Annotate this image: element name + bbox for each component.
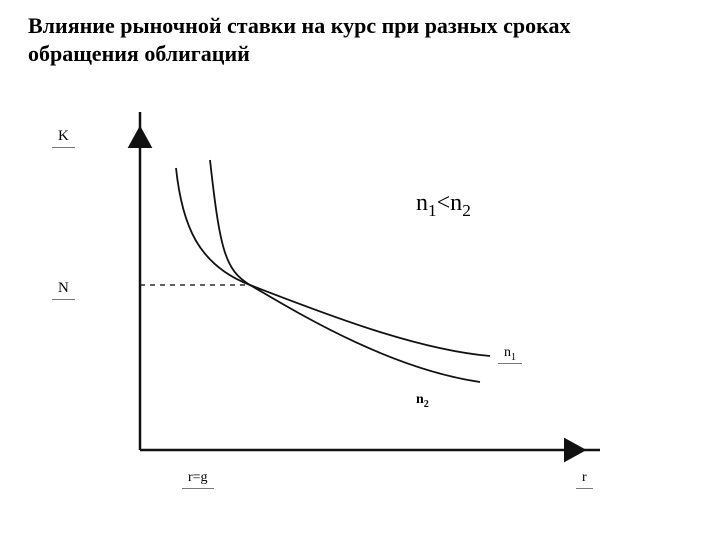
axis-label-K: K <box>52 128 75 148</box>
annotation-part-2: <n <box>437 190 463 216</box>
annotation-part-1: 1 <box>428 201 437 220</box>
annotation-part-0: n <box>416 190 428 216</box>
curve-label-n2: n2 <box>416 392 429 408</box>
axis-label-r: r <box>576 470 593 489</box>
axis-label-K-text: K <box>52 128 75 148</box>
annotation-part-3: 2 <box>462 201 471 220</box>
curve-label-n1: n1 <box>498 345 522 364</box>
annotation-n1-lt-n2: n1<n2 <box>416 190 471 217</box>
page-title: Влияние рыночной ставки на курс при разн… <box>28 12 668 67</box>
axis-label-N: N <box>52 280 75 300</box>
axis-label-r-equals-g: r=g <box>182 470 214 489</box>
curve-label-n2-base: n <box>416 392 424 407</box>
chart-area <box>90 100 630 500</box>
curve-label-n1-sub: 1 <box>511 352 516 363</box>
axis-label-r-text: r <box>576 470 593 489</box>
axis-label-rg-text: r=g <box>182 470 214 489</box>
axis-label-N-text: N <box>52 280 75 300</box>
page: Влияние рыночной ставки на курс при разн… <box>0 0 720 540</box>
curve-label-n2-sub: 2 <box>424 399 429 410</box>
chart-svg <box>90 100 630 500</box>
curve-label-n1-base: n <box>504 345 511 360</box>
